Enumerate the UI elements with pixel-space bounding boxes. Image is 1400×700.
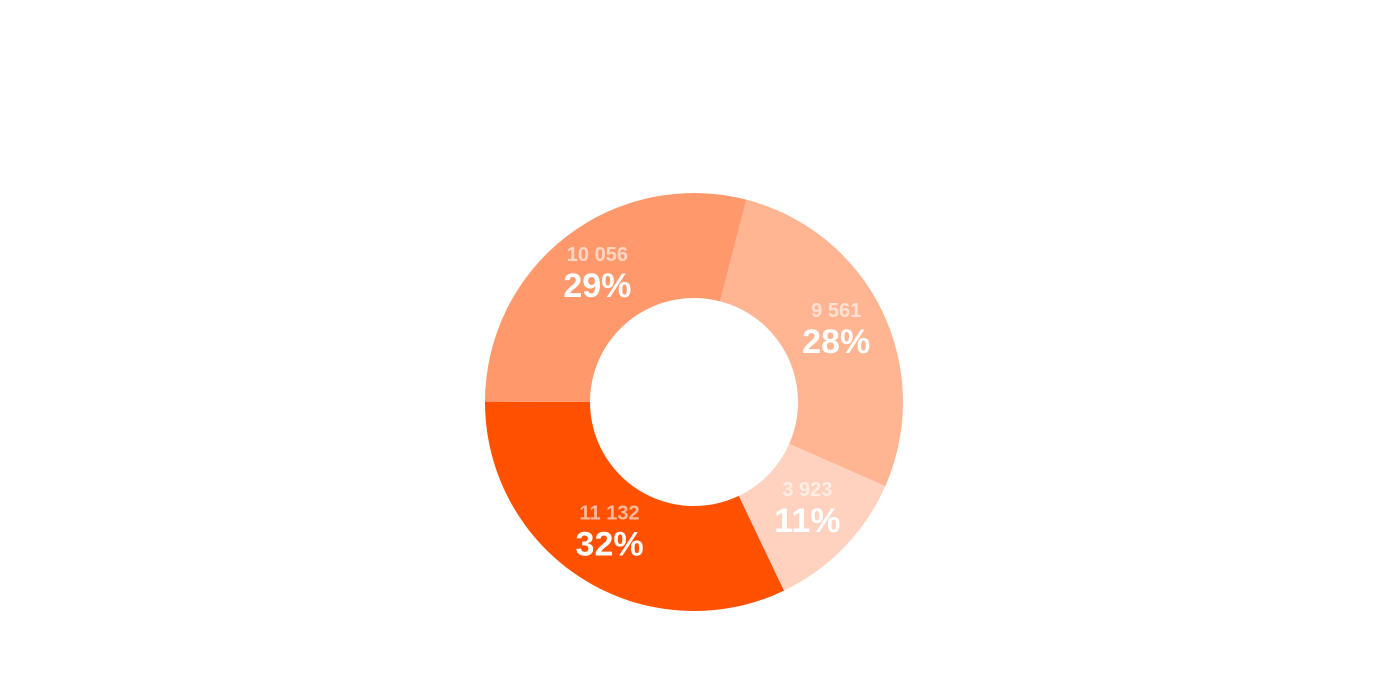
slice-percent-label-3: 29% (563, 267, 631, 305)
slice-value-label-3: 10 056 (567, 244, 628, 266)
slice-percent-label-2: 32% (576, 526, 644, 564)
donut-slice-3 (485, 192, 747, 402)
slice-percent-label-1: 11% (774, 502, 840, 540)
slice-value-label-2: 11 132 (580, 503, 640, 525)
donut-slice-1 (738, 443, 886, 591)
donut-slice-0 (720, 199, 903, 487)
slice-value-label-1: 3 923 (782, 479, 832, 501)
slice-percent-label-0: 28% (802, 323, 870, 361)
slices-layer (485, 192, 903, 611)
donut-slice-2 (485, 401, 784, 611)
slice-value-label-0: 9 561 (811, 300, 861, 322)
